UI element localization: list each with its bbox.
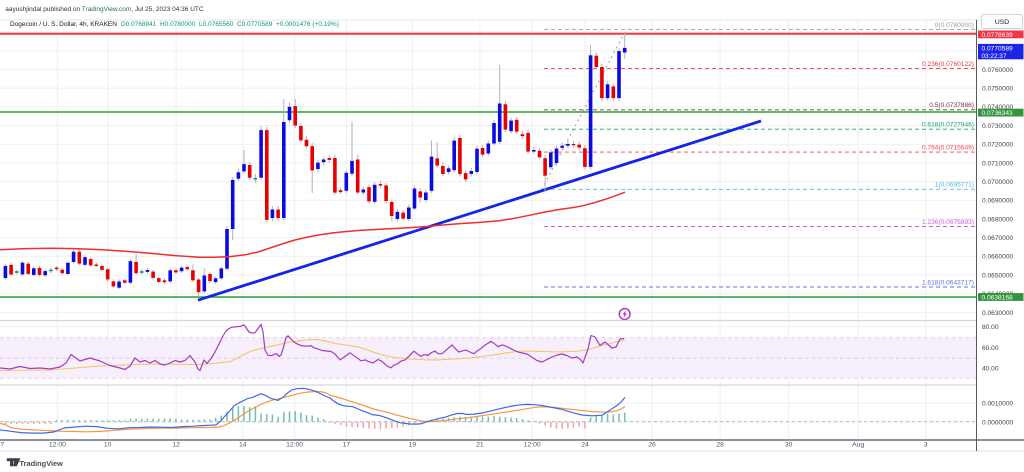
svg-text:60.00: 60.00 <box>982 345 999 352</box>
svg-text:0.0740000: 0.0740000 <box>982 104 1014 111</box>
svg-text:30: 30 <box>785 442 793 449</box>
svg-text:0.0000000: 0.0000000 <box>982 420 1014 427</box>
svg-text:0.0736343: 0.0736343 <box>982 110 1014 117</box>
svg-text:0.0630000: 0.0630000 <box>982 310 1014 317</box>
svg-text:3: 3 <box>924 442 928 449</box>
svg-text:0.0730000: 0.0730000 <box>982 123 1014 130</box>
svg-text:0.0770589: 0.0770589 <box>982 45 1014 52</box>
svg-text:aayushjindal published on Trad: aayushjindal published on TradingView.co… <box>5 6 204 13</box>
svg-text:0.0010000: 0.0010000 <box>982 401 1014 408</box>
svg-text:28: 28 <box>716 442 724 449</box>
svg-text:12: 12 <box>172 442 180 449</box>
svg-text:0(0.0780000): 0(0.0780000) <box>935 22 974 29</box>
svg-text:0.0750000: 0.0750000 <box>982 86 1014 93</box>
svg-text:0.618(0.0727946): 0.618(0.0727946) <box>922 122 974 129</box>
svg-text:0.0650000: 0.0650000 <box>982 272 1014 279</box>
svg-text:14: 14 <box>239 442 247 449</box>
svg-text:0.0680000: 0.0680000 <box>982 216 1014 223</box>
svg-text:Dogecoin / U. S. Dollar, 4h, K: Dogecoin / U. S. Dollar, 4h, KRAKEN O0.0… <box>10 21 339 28</box>
svg-text:0.0700000: 0.0700000 <box>982 179 1014 186</box>
svg-text:USD: USD <box>995 19 1009 26</box>
svg-text:0.0638168: 0.0638168 <box>982 294 1014 301</box>
svg-text:19: 19 <box>409 442 417 449</box>
svg-text:21: 21 <box>476 442 484 449</box>
svg-text:12:00: 12:00 <box>49 442 66 449</box>
svg-text:TradingView: TradingView <box>20 459 64 468</box>
svg-text:24: 24 <box>581 442 589 449</box>
svg-text:0.0760000: 0.0760000 <box>982 67 1014 74</box>
svg-text:17: 17 <box>343 442 351 449</box>
svg-text:1.236(0.0675893): 1.236(0.0675893) <box>922 219 974 226</box>
svg-text:0.764(0.0715649): 0.764(0.0715649) <box>922 145 974 152</box>
svg-text:0.0690000: 0.0690000 <box>982 198 1014 205</box>
svg-text:0.0670000: 0.0670000 <box>982 235 1014 242</box>
svg-text:1.618(0.0643717): 1.618(0.0643717) <box>922 279 974 286</box>
svg-text:12:00: 12:00 <box>524 442 541 449</box>
svg-text:0.236(0.0760122): 0.236(0.0760122) <box>922 61 974 68</box>
svg-text:Aug: Aug <box>852 442 864 449</box>
svg-text:0.0720000: 0.0720000 <box>982 142 1014 149</box>
svg-text:0.5(0.0737886): 0.5(0.0737886) <box>929 102 974 109</box>
svg-text:10: 10 <box>104 442 112 449</box>
svg-text:03:22:37: 03:22:37 <box>982 53 1007 60</box>
svg-text:0.0778639: 0.0778639 <box>982 32 1014 39</box>
svg-text:80.00: 80.00 <box>982 324 999 331</box>
svg-text:26: 26 <box>648 442 656 449</box>
svg-text:40.00: 40.00 <box>982 366 999 373</box>
svg-text:1(0.0695771): 1(0.0695771) <box>935 182 974 189</box>
svg-text:0.0660000: 0.0660000 <box>982 254 1014 261</box>
svg-text:0.0710000: 0.0710000 <box>982 160 1014 167</box>
svg-text:7: 7 <box>1 442 5 449</box>
svg-text:12:00: 12:00 <box>286 442 303 449</box>
